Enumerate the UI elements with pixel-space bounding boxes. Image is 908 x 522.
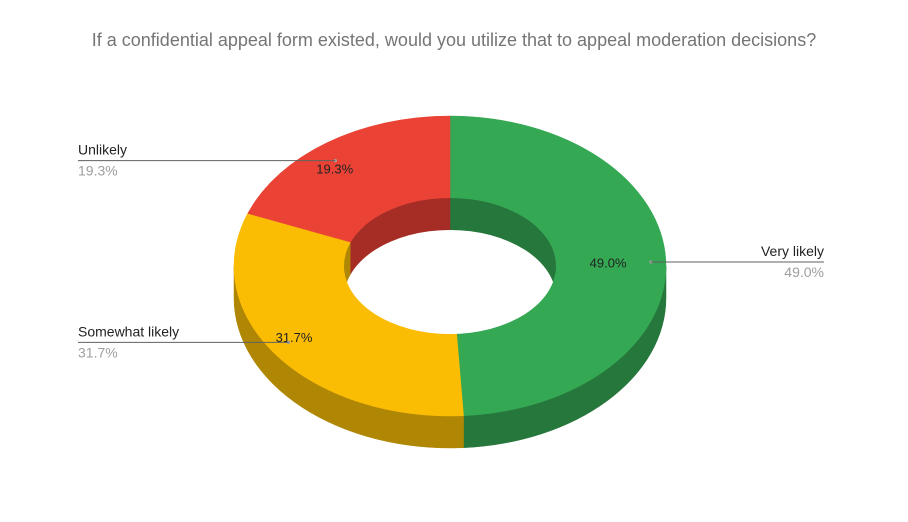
legend-label: Unlikely (78, 142, 127, 158)
legend: Very likely 49.0% Somewhat likely 31.7% Unli… (78, 142, 824, 360)
legend-value: 31.7% (78, 344, 118, 360)
slice-label: 31.7% (276, 330, 313, 345)
donut-top (233, 115, 667, 417)
slice-label: 49.0% (590, 255, 627, 270)
legend-label: Somewhat likely (78, 323, 179, 339)
legend-label: Very likely (761, 243, 824, 259)
legend-value: 19.3% (78, 163, 118, 179)
slice-labels: 49.0% 31.7% 19.3% (276, 161, 627, 344)
slice-label: 19.3% (316, 161, 353, 176)
chart-title: If a confidential appeal form existed, w… (91, 30, 817, 50)
legend-value: 49.0% (784, 264, 824, 280)
